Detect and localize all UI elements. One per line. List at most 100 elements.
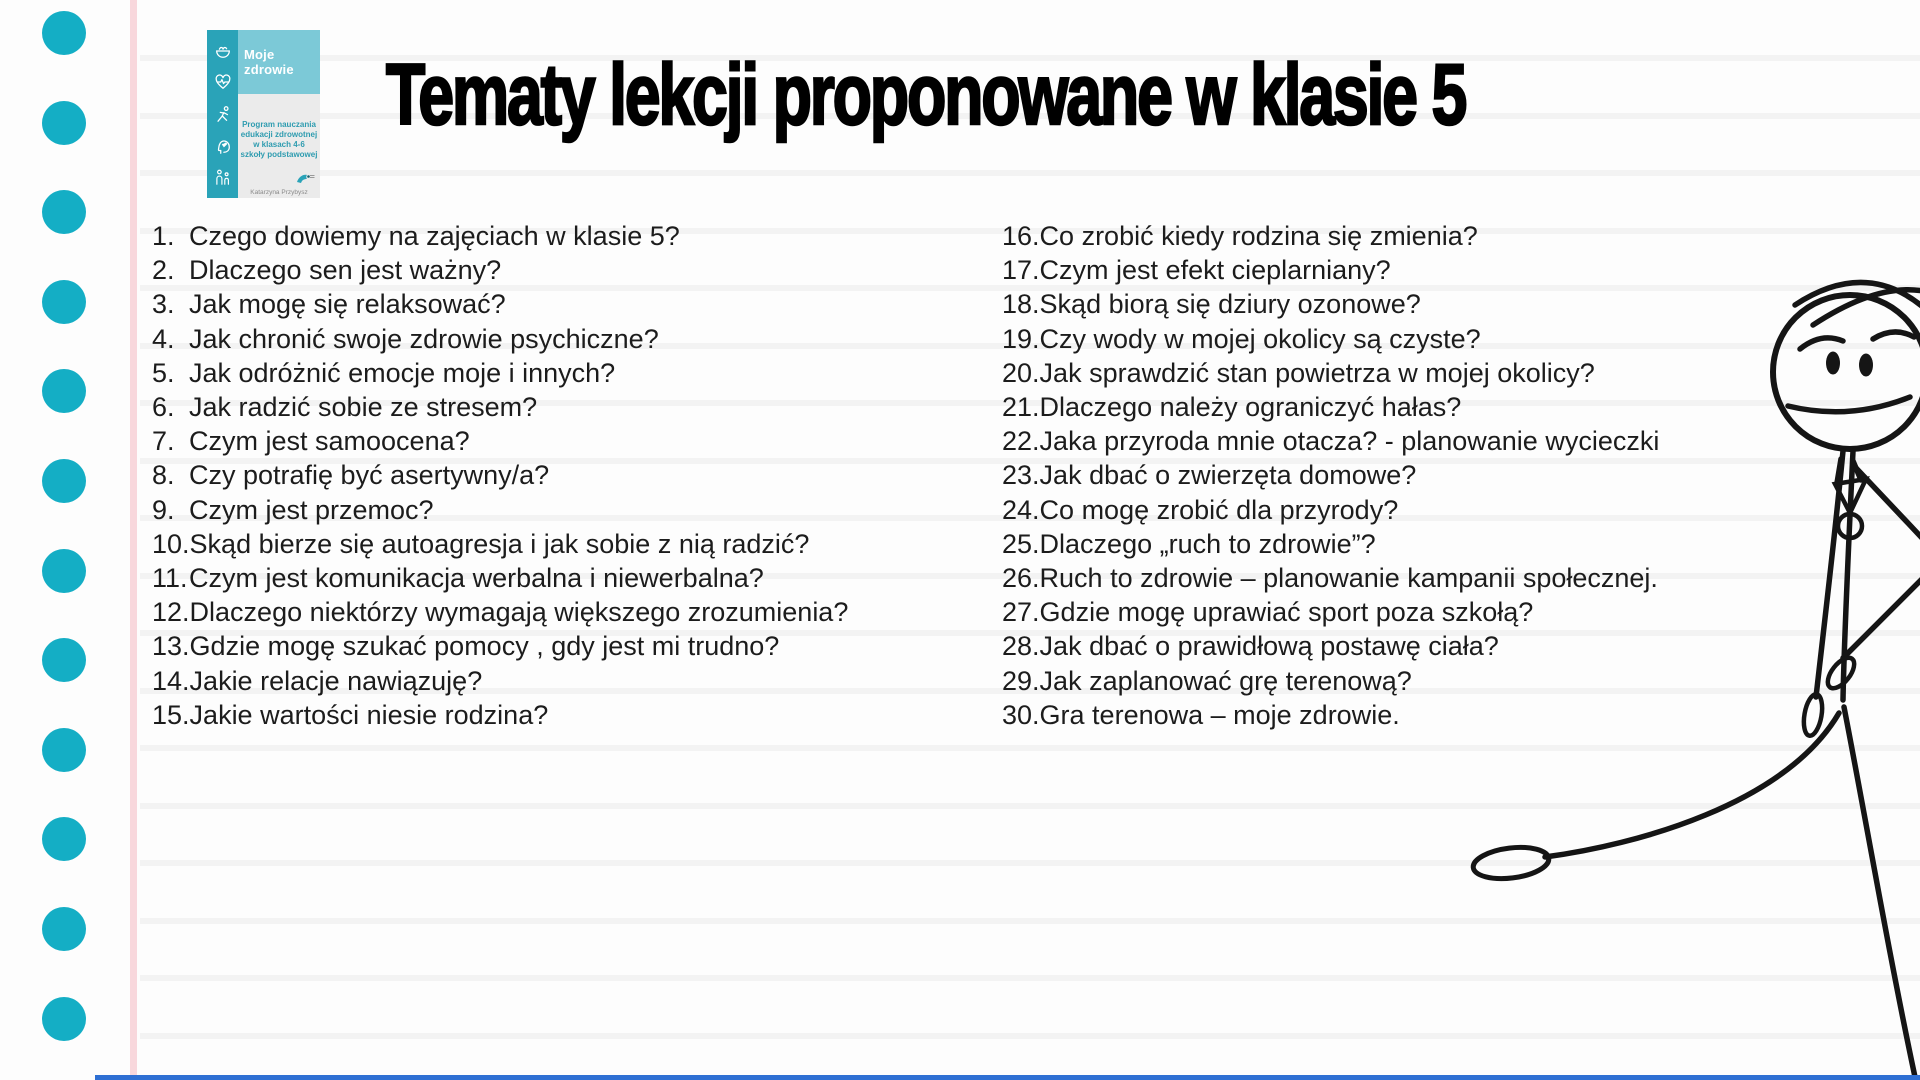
list-item-text: Jakie wartości niesie rodzina? [189, 699, 549, 730]
list-item-text: Jak sprawdzić stan powietrza w mojej oko… [1039, 357, 1595, 388]
binding-dot [42, 190, 86, 235]
lesson-list-left: 1. Czego dowiemy na zajęciach w klasie 5… [152, 219, 848, 732]
list-item-number: 3. [152, 289, 175, 320]
head-heart-icon [217, 139, 230, 154]
ruled-line [140, 572, 1920, 579]
ruled-line [140, 170, 1920, 176]
list-item-number: 9. [152, 494, 175, 525]
ruled-line [140, 285, 1920, 291]
list-item-number: 2. [152, 255, 175, 286]
stick-figure-illustration [1470, 279, 1920, 1080]
ruled-line [140, 1032, 1920, 1039]
binding-dot [42, 459, 86, 503]
binding-dot [42, 548, 86, 593]
list-item: 27. Gdzie mogę uprawiać sport poza szkoł… [1002, 595, 1659, 629]
book-cover-title-band: Moje zdrowie [238, 30, 320, 94]
list-item-text: Jak odróżnić emocje moje i innych? [189, 357, 616, 388]
list-item: 24. Co mogę zrobić dla przyrody? [1002, 493, 1659, 527]
book-cover-right: Moje zdrowie Program nauczania edukacji … [238, 30, 320, 198]
list-item: 25. Dlaczego „ruch to zdrowie”? [1002, 527, 1659, 561]
publisher-logo [297, 174, 315, 183]
list-item-number: 13. [152, 631, 190, 662]
book-cover-subtitle-line: edukacji zdrowotnej [240, 130, 318, 139]
ruled-line [140, 802, 1920, 809]
book-cover-subtitle-line: w klasach 4-6 [253, 140, 305, 149]
ruled-line [140, 55, 1920, 61]
list-item-text: Czym jest efekt cieplarniany? [1039, 255, 1391, 286]
list-item: 8. Czy potrafię być asertywny/a? [152, 458, 848, 492]
book-cover-body: Program nauczania edukacji zdrowotnej w … [238, 94, 320, 198]
list-item-text: Jaka przyroda mnie otacza? - planowanie … [1039, 426, 1660, 457]
list-item-number: 28. [1002, 631, 1040, 662]
list-item-text: Skąd bierze się autoagresja i jak sobie … [189, 528, 810, 559]
list-item: 13. Gdzie mogę szukać pomocy , gdy jest … [152, 629, 848, 663]
book-cover: Moje zdrowie Program nauczania edukacji … [207, 30, 320, 198]
list-item-number: 18. [1002, 289, 1040, 320]
list-item-number: 16. [1002, 221, 1040, 251]
ruled-line [140, 687, 1920, 694]
list-item-text: Czy wody w mojej okolicy są czyste? [1039, 323, 1481, 354]
list-item-text: Dlaczego należy ograniczyć hałas? [1039, 392, 1462, 423]
list-item: 6. Jak radzić sobie ze stresem? [152, 390, 848, 424]
ruled-line [140, 515, 1920, 521]
list-item: 2. Dlaczego sen jest ważny? [152, 253, 848, 287]
list-item-text: Ruch to zdrowie – planowanie kampanii sp… [1039, 563, 1658, 594]
list-item-number: 22. [1002, 426, 1040, 457]
list-item-text: Czego dowiemy na zajęciach w klasie 5? [189, 221, 680, 251]
book-cover-title: Moje zdrowie [244, 47, 294, 77]
binding-dot [42, 100, 86, 145]
list-item-text: Gra terenowa – moje zdrowie. [1039, 699, 1400, 730]
list-item-text: Dlaczego „ruch to zdrowie”? [1039, 528, 1376, 559]
list-item: 16. Co zrobić kiedy rodzina się zmienia? [1002, 219, 1659, 253]
notebook-margin-line [130, 0, 137, 1080]
lesson-list-right: 16. Co zrobić kiedy rodzina się zmienia?… [1002, 219, 1659, 732]
bottom-accent-bar [95, 1075, 1920, 1080]
list-item: 19. Czy wody w mojej okolicy są czyste? [1002, 322, 1659, 356]
list-item-text: Jak zaplanować grę terenową? [1039, 665, 1412, 696]
list-item: 10. Skąd bierze się autoagresja i jak so… [152, 527, 848, 561]
binding-dot [42, 638, 86, 683]
family-icon [215, 169, 229, 185]
list-item-text: Co zrobić kiedy rodzina się zmienia? [1039, 221, 1478, 251]
list-item-text: Gdzie mogę szukać pomocy , gdy jest mi t… [189, 631, 780, 662]
ruled-line [140, 400, 1920, 406]
list-item: 23. Jak dbać o zwierzęta domowe? [1002, 458, 1659, 492]
book-cover-subtitle: Program nauczania edukacji zdrowotnej w … [238, 120, 320, 160]
list-item-number: 17. [1002, 255, 1040, 286]
ruled-line [140, 630, 1920, 636]
list-item-text: Czym jest komunikacja werbalna i niewerb… [189, 563, 764, 594]
list-item: 11. Czym jest komunikacja werbalna i nie… [152, 561, 848, 595]
list-item: 26. Ruch to zdrowie – planowanie kampani… [1002, 561, 1659, 595]
binding-dot [42, 727, 86, 772]
list-item-text: Jak radzić sobie ze stresem? [189, 392, 538, 423]
list-item: 12. Dlaczego niektórzy wymagają większeg… [152, 595, 848, 629]
list-item: 18. Skąd biorą się dziury ozonowe? [1002, 287, 1659, 321]
runner-icon [216, 106, 229, 122]
list-item-number: 27. [1002, 597, 1040, 628]
ruled-line [140, 342, 1920, 349]
list-item-number: 7. [152, 426, 175, 457]
binding-dot [42, 279, 86, 324]
list-item-text: Jak chronić swoje zdrowie psychiczne? [189, 323, 659, 354]
list-item: 22. Jaka przyroda mnie otacza? - planowa… [1002, 424, 1659, 458]
list-item-number: 23. [1002, 460, 1040, 491]
list-item-number: 5. [152, 357, 175, 388]
list-item-text: Jak dbać o zwierzęta domowe? [1039, 460, 1417, 491]
ruled-line [140, 975, 1920, 981]
binding-dot [42, 996, 86, 1041]
list-item-text: Co mogę zrobić dla przyrody? [1039, 494, 1399, 525]
list-item-text: Skąd biorą się dziury ozonowe? [1039, 289, 1421, 320]
list-item: 1. Czego dowiemy na zajęciach w klasie 5… [152, 219, 848, 253]
food-bowl-icon [215, 46, 230, 58]
ruled-line [140, 227, 1920, 234]
list-item-number: 6. [152, 392, 175, 423]
list-item: 15. Jakie wartości niesie rodzina? [152, 698, 848, 732]
ruled-line [140, 860, 1920, 866]
binding-dot [42, 11, 86, 55]
list-item: 9. Czym jest przemoc? [152, 493, 848, 527]
ruled-line [140, 457, 1920, 464]
list-item-text: Gdzie mogę uprawiać sport poza szkołą? [1039, 597, 1534, 628]
list-item-text: Jakie relacje nawiązuję? [189, 665, 483, 696]
list-item-number: 11. [152, 563, 188, 594]
list-item-number: 24. [1002, 494, 1040, 525]
